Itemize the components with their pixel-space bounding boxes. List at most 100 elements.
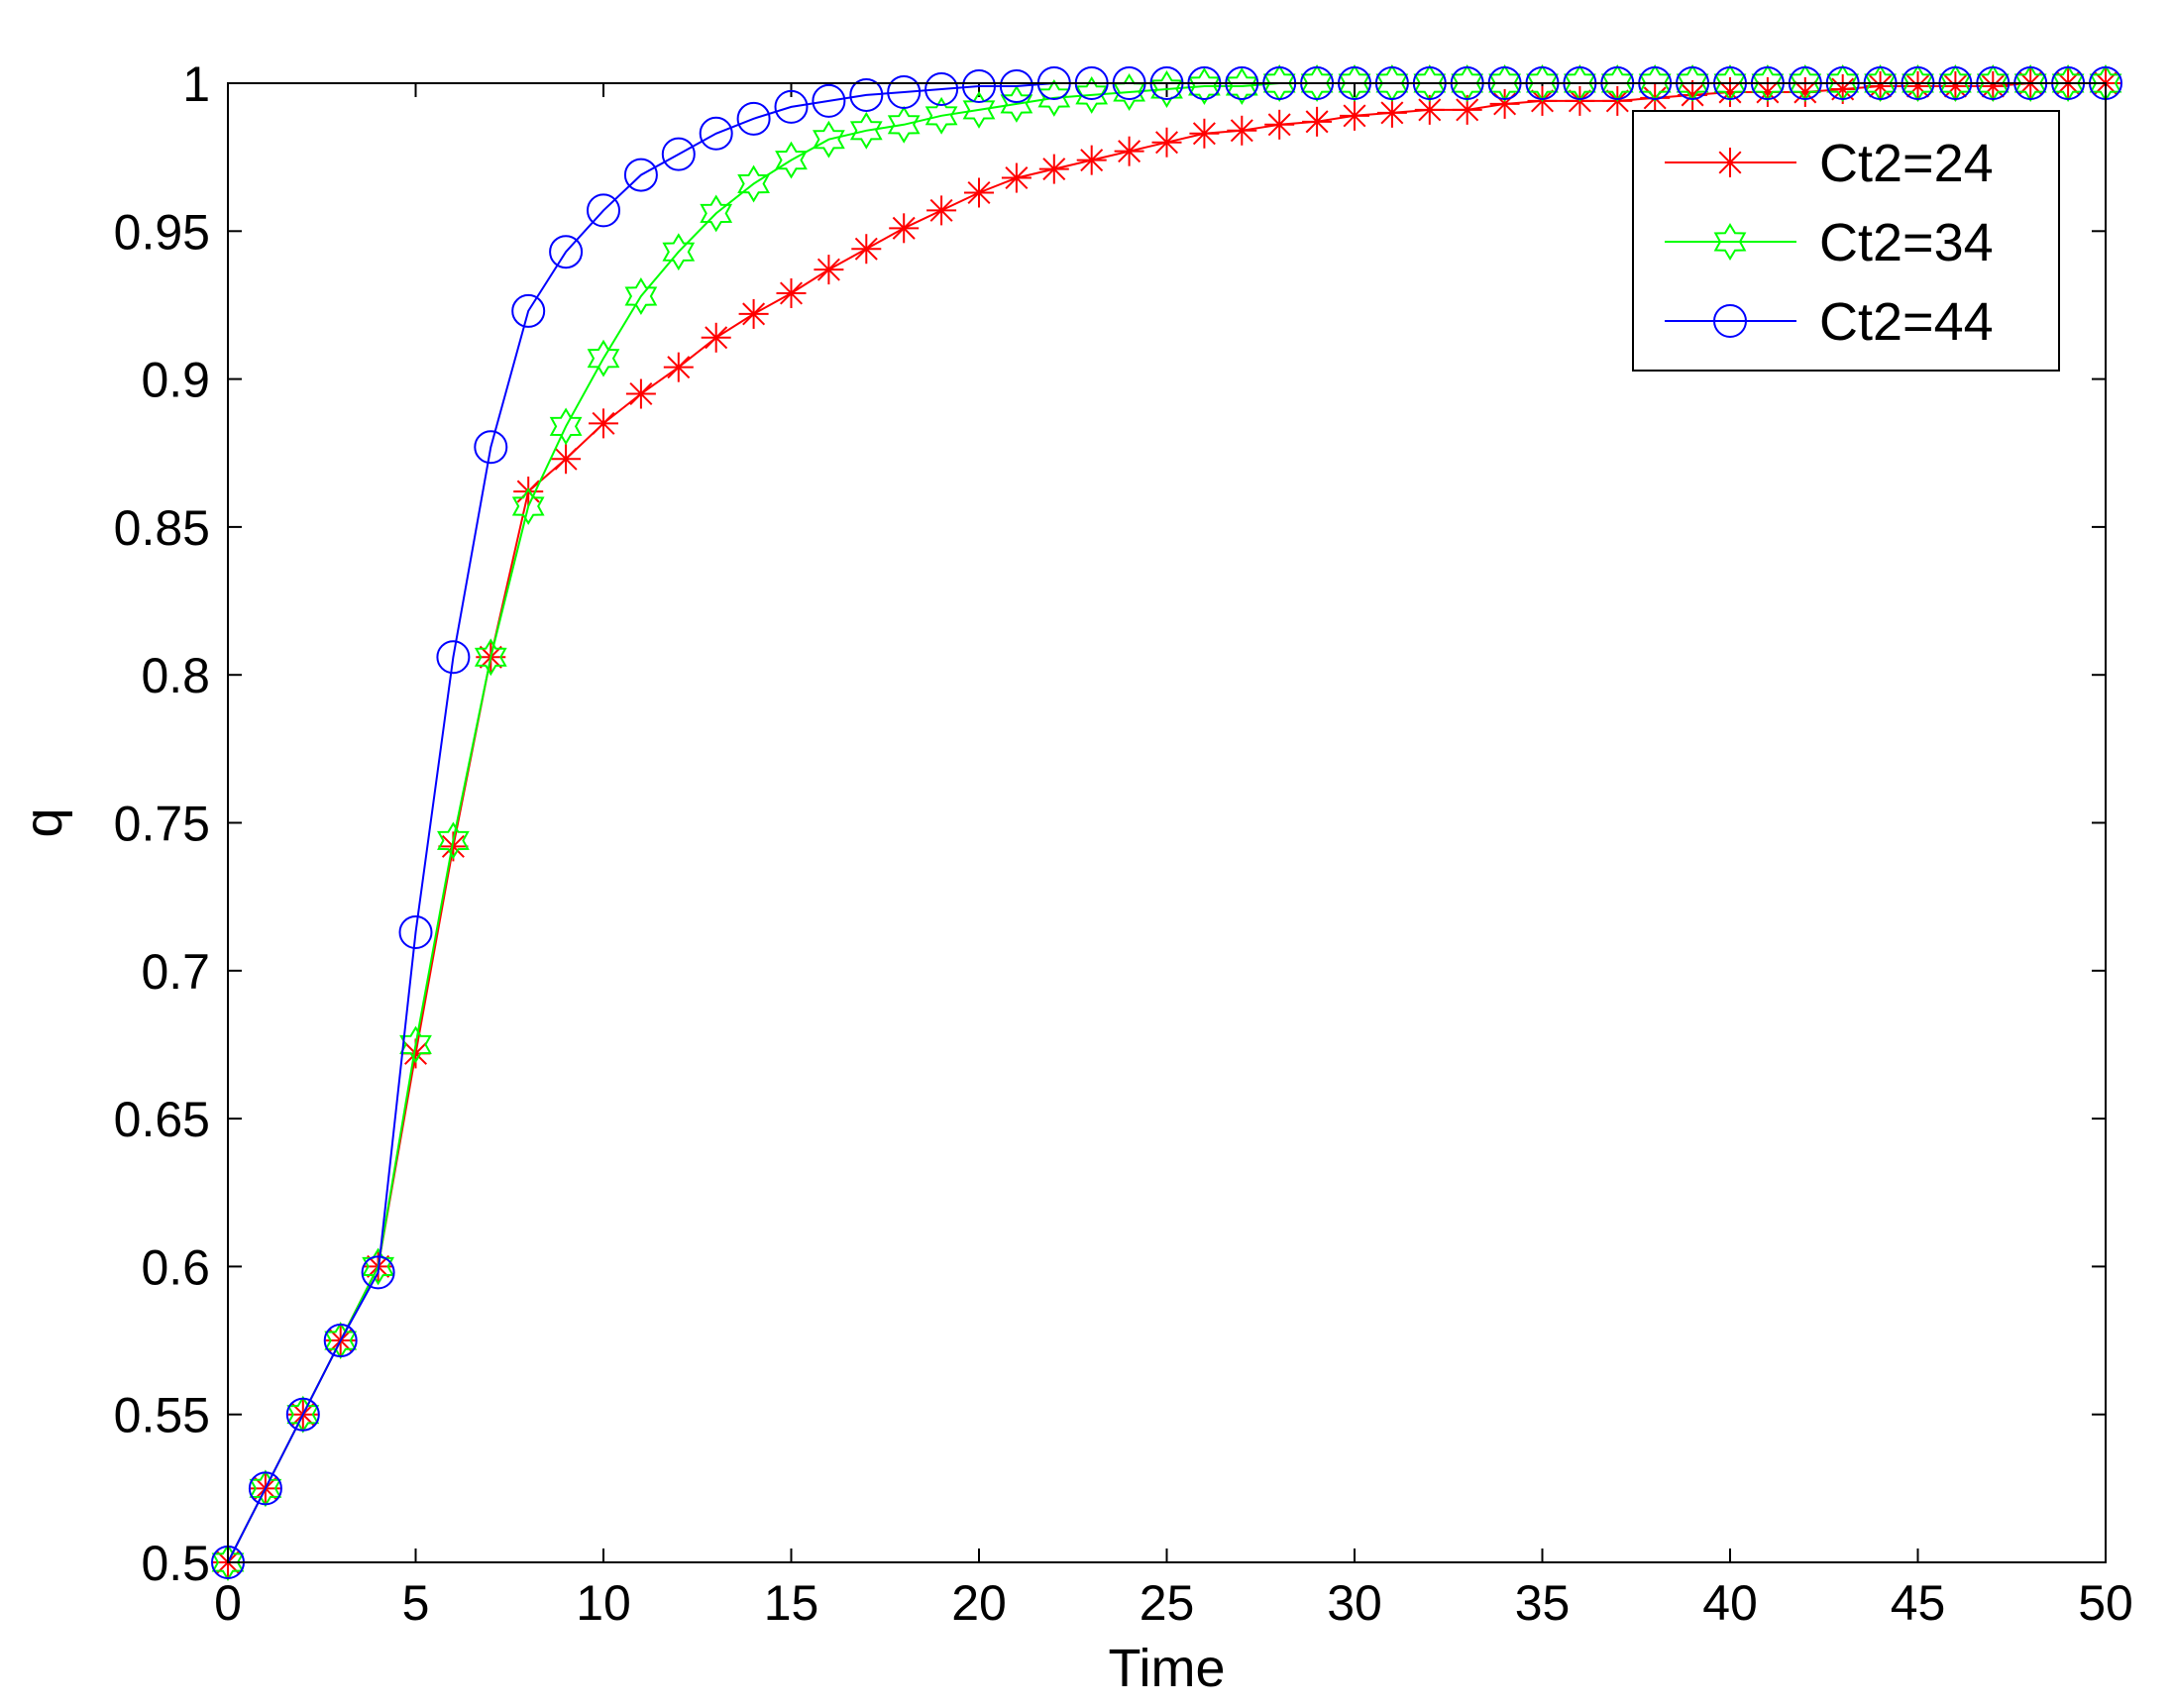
data-point — [1302, 106, 1333, 137]
data-point — [1978, 70, 2009, 101]
data-point — [924, 96, 958, 135]
data-point — [474, 638, 507, 677]
data-point — [774, 89, 809, 124]
asterisk-stroke — [1118, 140, 1141, 163]
y-tick-label: 0.7 — [141, 944, 210, 1000]
data-point — [926, 195, 957, 226]
data-point — [436, 640, 471, 675]
asterisk-stroke — [779, 281, 804, 305]
asterisk-stroke — [1418, 98, 1442, 122]
asterisk-stroke — [1192, 122, 1216, 146]
data-point — [1640, 82, 1671, 113]
asterisk-stroke — [1005, 166, 1029, 190]
x-tick-label: 40 — [1702, 1575, 1758, 1631]
data-point — [1001, 162, 1032, 193]
data-point — [1489, 88, 1520, 119]
data-point — [775, 141, 808, 179]
y-tick-label: 0.75 — [114, 797, 210, 852]
x-tick-label: 20 — [951, 1575, 1007, 1631]
data-point — [701, 322, 731, 353]
y-tick-label: 1 — [182, 56, 210, 112]
asterisk-stroke — [967, 180, 991, 204]
legend-entry: Ct2=44 — [1665, 292, 1994, 352]
asterisk-stroke — [1869, 74, 1893, 98]
data-point — [248, 1471, 282, 1506]
data-point — [964, 177, 994, 208]
data-point — [661, 137, 696, 171]
asterisk-stroke — [1905, 74, 1930, 98]
legend-entry: Ct2=34 — [1665, 213, 1994, 272]
asterisk-stroke — [1793, 80, 1817, 104]
data-point — [662, 233, 696, 271]
data-point — [1376, 97, 1407, 128]
x-tick-label: 10 — [576, 1575, 631, 1631]
asterisk-stroke — [1943, 74, 1967, 98]
asterisk-stroke — [1380, 101, 1404, 125]
data-point — [587, 339, 620, 377]
asterisk-stroke — [1718, 151, 1742, 174]
data-point — [999, 68, 1033, 103]
data-point — [362, 1247, 394, 1286]
data-point — [813, 120, 845, 159]
data-point — [663, 352, 694, 382]
y-tick-label: 0.8 — [141, 648, 210, 703]
data-point — [361, 1255, 395, 1290]
y-tick-label: 0.95 — [114, 204, 210, 260]
data-point — [589, 408, 618, 439]
asterisk-stroke — [1756, 80, 1780, 104]
legend-marker — [1713, 304, 1747, 338]
data-point — [1076, 145, 1107, 175]
asterisk-stroke — [1718, 80, 1742, 104]
data-point — [549, 407, 583, 446]
data-point — [851, 234, 882, 265]
asterisk-stroke — [667, 356, 691, 379]
data-point — [511, 487, 545, 525]
data-point — [1189, 118, 1220, 149]
asterisk-stroke — [929, 198, 953, 222]
data-point — [736, 101, 771, 136]
data-point — [625, 378, 656, 409]
asterisk-stroke — [816, 258, 840, 281]
data-point — [1038, 154, 1069, 184]
data-point — [924, 71, 959, 106]
x-tick-label: 35 — [1515, 1575, 1571, 1631]
data-point — [887, 105, 921, 144]
legend-label: Ct2=24 — [1819, 134, 1994, 193]
legend-label: Ct2=44 — [1819, 292, 1994, 352]
data-point — [814, 255, 844, 285]
data-point — [624, 277, 658, 315]
data-point — [1000, 84, 1033, 123]
asterisk-stroke — [1042, 158, 1066, 181]
asterisk-stroke — [854, 237, 878, 261]
data-point — [1150, 70, 1183, 108]
data-point — [551, 444, 582, 475]
data-point — [323, 1324, 358, 1358]
asterisk-stroke — [1305, 110, 1329, 134]
legend-marker — [1715, 148, 1745, 177]
data-point — [549, 235, 584, 269]
data-point — [1151, 127, 1182, 158]
asterisk-stroke — [742, 302, 766, 326]
asterisk-stroke — [1831, 77, 1855, 101]
legend-label: Ct2=34 — [1819, 213, 1994, 272]
x-tick-label: 45 — [1891, 1575, 1946, 1631]
y-tick-label: 0.65 — [114, 1092, 210, 1147]
x-tick-label: 50 — [2078, 1575, 2133, 1631]
asterisk-stroke — [1981, 74, 2005, 98]
asterisk-stroke — [629, 382, 653, 406]
data-point — [812, 83, 846, 118]
data-point — [399, 1025, 432, 1064]
y-axis-label: q — [14, 807, 73, 837]
data-point — [738, 298, 769, 329]
data-point — [1114, 136, 1144, 166]
asterisk-stroke — [1080, 149, 1104, 172]
data-point — [623, 158, 658, 192]
y-tick-label: 0.9 — [141, 353, 210, 408]
data-point — [849, 111, 883, 150]
x-tick-label: 0 — [214, 1575, 242, 1631]
data-point — [699, 116, 733, 151]
data-point — [1340, 100, 1369, 131]
data-point — [398, 914, 433, 949]
asterisk-stroke — [1343, 104, 1366, 128]
